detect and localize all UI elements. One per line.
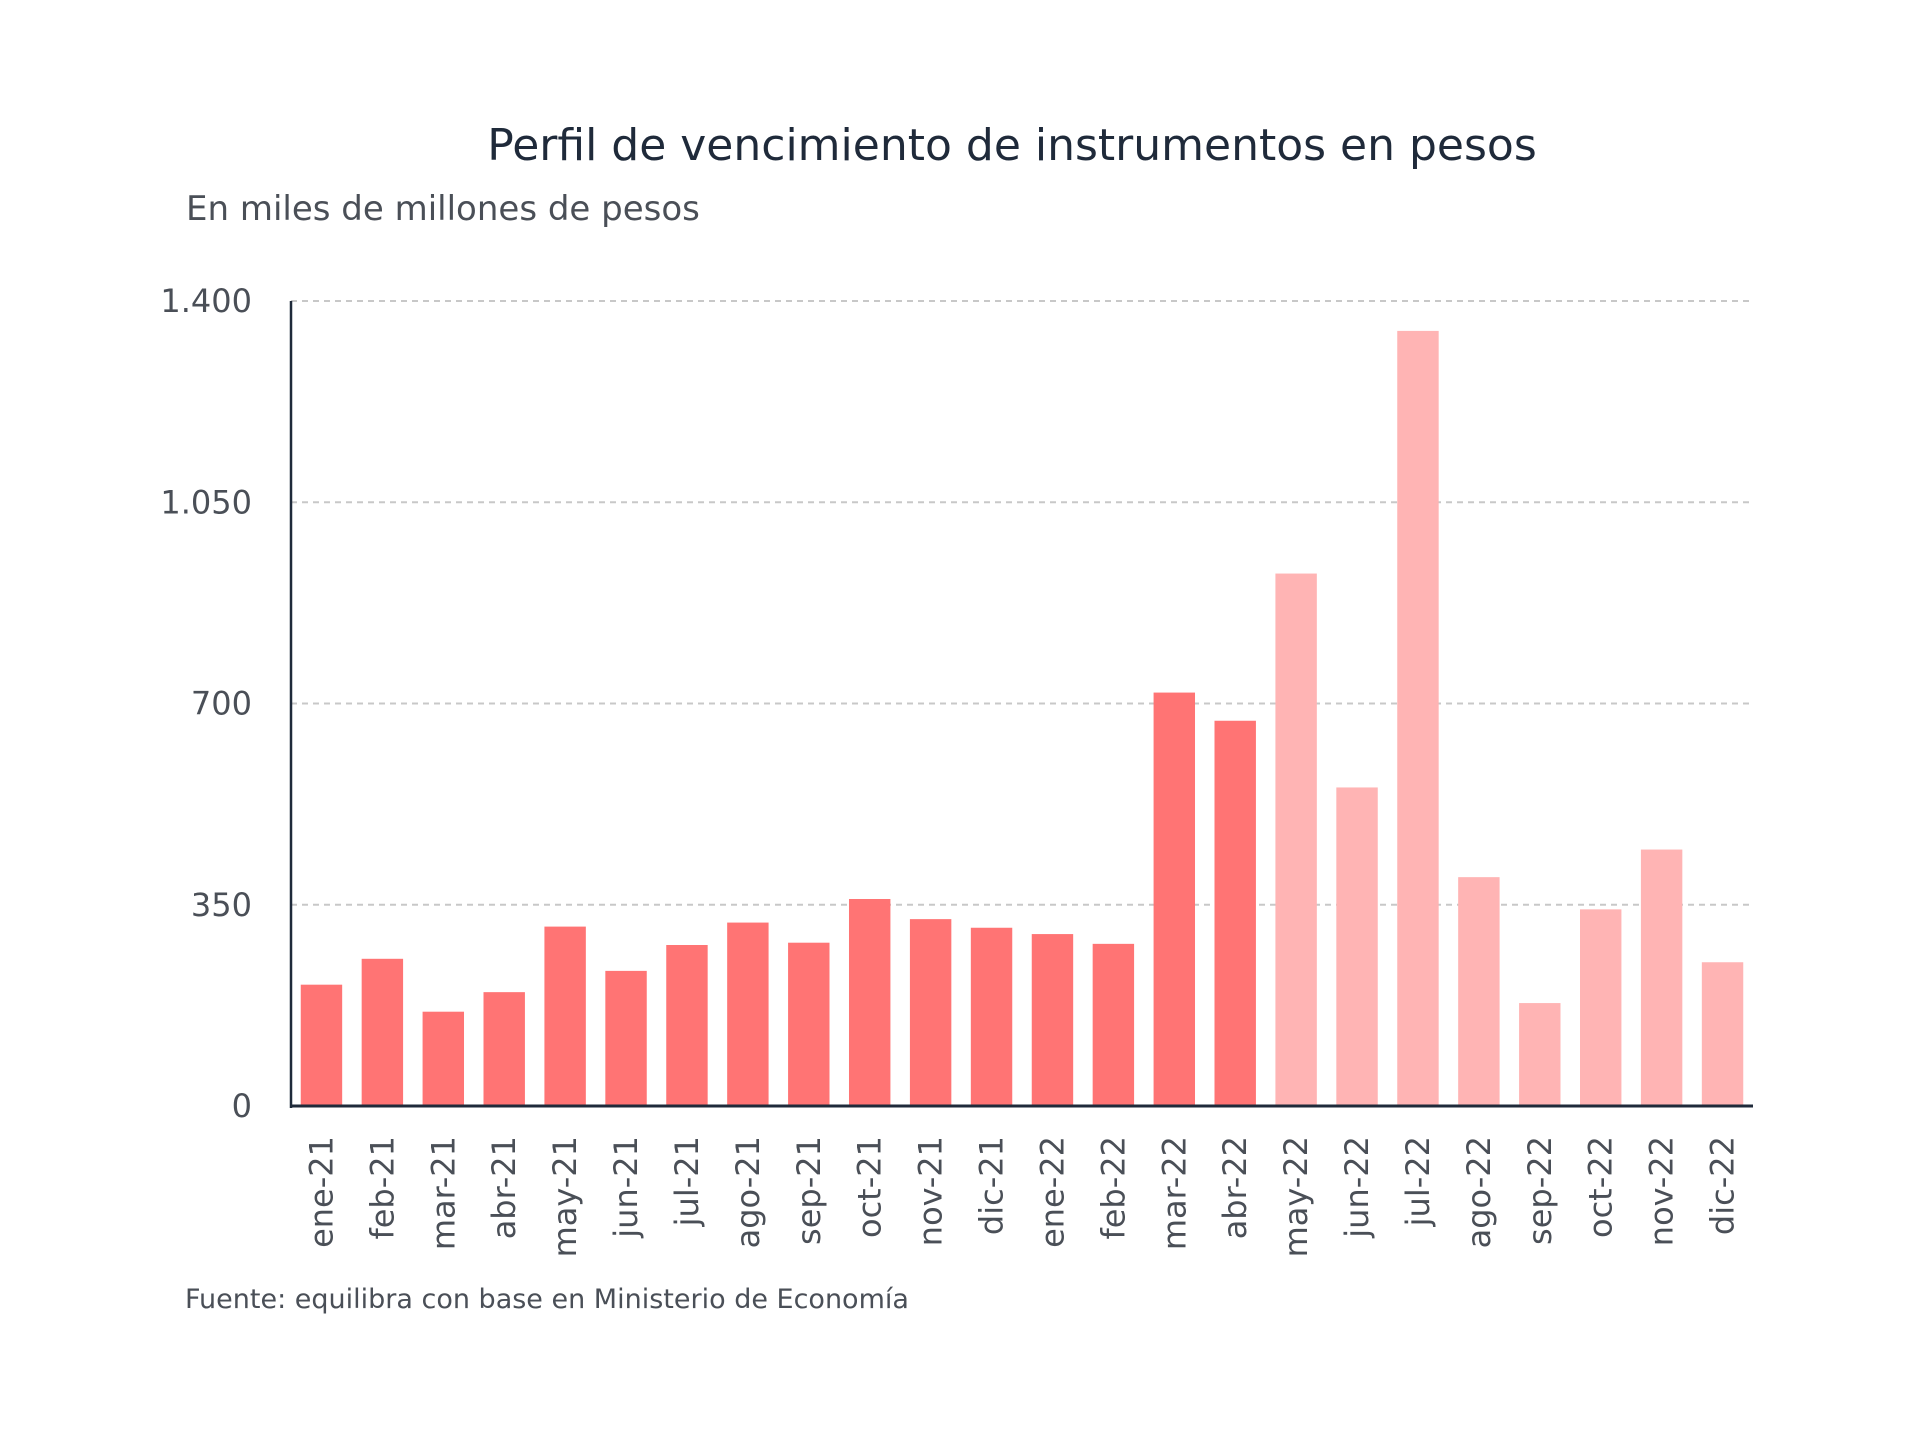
x-tick-label: mar-22: [1155, 1136, 1193, 1250]
bar-jul-21: [666, 945, 708, 1106]
bars: [300, 330, 1744, 1106]
chart-title: Perfil de vencimiento de instrumentos en…: [487, 120, 1537, 171]
x-tick-label: mar-21: [424, 1136, 462, 1250]
bar-mar-21: [422, 1011, 465, 1106]
x-tick-label: jun-21: [607, 1136, 645, 1239]
y-tick-label: 1.400: [160, 282, 252, 320]
x-tick-label: sep-21: [790, 1136, 828, 1245]
source-note: Fuente: equilibra con base en Ministerio…: [185, 1284, 909, 1315]
bar-ene-21: [300, 984, 343, 1106]
bar-jun-22: [1336, 787, 1378, 1106]
bar-nov-21: [909, 919, 952, 1106]
y-tick-label: 350: [191, 886, 252, 924]
x-tick-label: ene-22: [1033, 1136, 1071, 1248]
bar-feb-21: [361, 958, 404, 1106]
bar-oct-22: [1579, 909, 1622, 1106]
bar-sep-22: [1519, 1003, 1561, 1106]
bar-nov-22: [1640, 849, 1683, 1106]
x-tick-label: abr-22: [1216, 1136, 1254, 1239]
x-tick-label: ago-22: [1460, 1136, 1498, 1248]
bar-may-21: [544, 926, 586, 1106]
bar-abr-22: [1214, 720, 1256, 1106]
x-tick-label: ago-21: [729, 1136, 767, 1248]
y-tick-label: 0: [232, 1087, 252, 1125]
x-tick-label: dic-21: [973, 1136, 1011, 1235]
bar-abr-21: [483, 992, 525, 1106]
x-tick-label: jun-22: [1338, 1136, 1376, 1239]
x-tick-label: jul-21: [668, 1136, 706, 1227]
gridlines: [291, 300, 1753, 906]
x-axis-ticks: ene-21 feb-21 mar-21 abr-21 may-21 jun-21 jul-…: [302, 1136, 1741, 1257]
x-tick-label: sep-22: [1521, 1136, 1559, 1245]
bar-jul-22: [1397, 330, 1439, 1106]
x-tick-label: abr-21: [485, 1136, 523, 1239]
x-tick-label: nov-22: [1643, 1136, 1681, 1246]
x-tick-label: nov-21: [912, 1136, 950, 1246]
bar-jun-21: [605, 970, 647, 1106]
x-tick-label: oct-22: [1582, 1136, 1620, 1238]
x-tick-label: ene-21: [302, 1136, 340, 1248]
y-axis-ticks: 0 350 700 1.050 1.400: [160, 282, 252, 1125]
bar-ene-22: [1031, 934, 1074, 1106]
bar-dic-22: [1701, 962, 1744, 1106]
bar-ago-22: [1458, 877, 1500, 1106]
bar-oct-21: [848, 899, 891, 1106]
x-tick-label: may-22: [1277, 1136, 1315, 1257]
x-tick-label: feb-22: [1094, 1136, 1132, 1240]
y-tick-label: 1.050: [160, 483, 252, 521]
x-tick-label: may-21: [546, 1136, 584, 1257]
x-tick-label: dic-22: [1704, 1136, 1742, 1235]
x-tick-label: oct-21: [851, 1136, 889, 1238]
bar-sep-21: [788, 942, 830, 1106]
bar-dic-21: [970, 927, 1013, 1106]
bar-mar-22: [1153, 692, 1196, 1106]
x-tick-label: feb-21: [363, 1136, 401, 1240]
x-tick-label: jul-22: [1399, 1136, 1437, 1227]
bar-may-22: [1275, 573, 1317, 1106]
y-tick-label: 700: [191, 685, 252, 723]
bar-feb-22: [1092, 943, 1135, 1106]
chart-subtitle: En miles de millones de pesos: [186, 189, 700, 229]
bar-ago-21: [727, 922, 769, 1106]
